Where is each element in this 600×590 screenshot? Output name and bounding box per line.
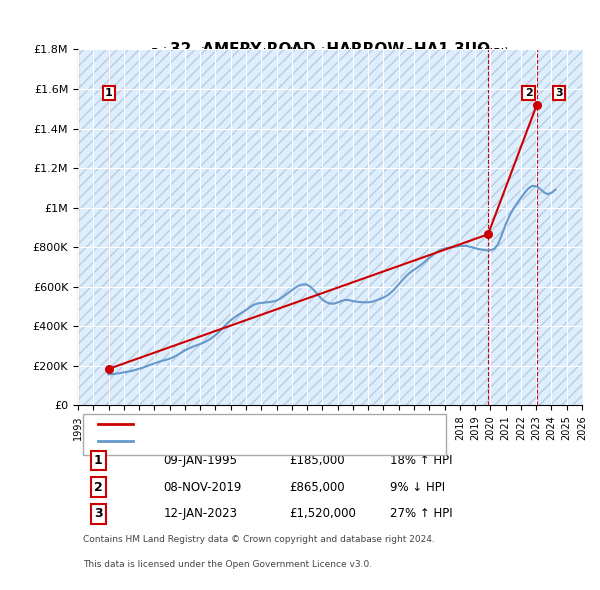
Text: 2: 2 xyxy=(524,88,532,98)
Text: 1: 1 xyxy=(94,454,103,467)
Text: £865,000: £865,000 xyxy=(290,481,346,494)
Point xyxy=(104,364,114,373)
Text: 32, AMERY ROAD, HARROW, HA1 3UQ: 32, AMERY ROAD, HARROW, HA1 3UQ xyxy=(170,42,490,57)
Text: HPI: Average price, detached house, Brent: HPI: Average price, detached house, Bren… xyxy=(143,436,365,445)
Point xyxy=(532,100,542,110)
Text: 9% ↓ HPI: 9% ↓ HPI xyxy=(391,481,446,494)
Text: £1,520,000: £1,520,000 xyxy=(290,507,356,520)
Text: 32, AMERY ROAD, HARROW, HA1 3UQ (detached house): 32, AMERY ROAD, HARROW, HA1 3UQ (detache… xyxy=(143,419,435,429)
Text: 2: 2 xyxy=(94,481,103,494)
Text: 18% ↑ HPI: 18% ↑ HPI xyxy=(391,454,453,467)
Text: 1: 1 xyxy=(105,88,113,98)
Text: 3: 3 xyxy=(94,507,103,520)
Text: 12-JAN-2023: 12-JAN-2023 xyxy=(164,507,238,520)
Point xyxy=(483,230,493,239)
FancyBboxPatch shape xyxy=(83,414,446,455)
Text: This data is licensed under the Open Government Licence v3.0.: This data is licensed under the Open Gov… xyxy=(83,560,372,569)
Text: 09-JAN-1995: 09-JAN-1995 xyxy=(164,454,238,467)
Text: Contains HM Land Registry data © Crown copyright and database right 2024.: Contains HM Land Registry data © Crown c… xyxy=(83,535,435,544)
Text: Price paid vs. HM Land Registry's House Price Index (HPI): Price paid vs. HM Land Registry's House … xyxy=(151,47,509,60)
Text: 3: 3 xyxy=(555,88,563,98)
Text: 27% ↑ HPI: 27% ↑ HPI xyxy=(391,507,453,520)
Text: 08-NOV-2019: 08-NOV-2019 xyxy=(164,481,242,494)
Text: £185,000: £185,000 xyxy=(290,454,346,467)
